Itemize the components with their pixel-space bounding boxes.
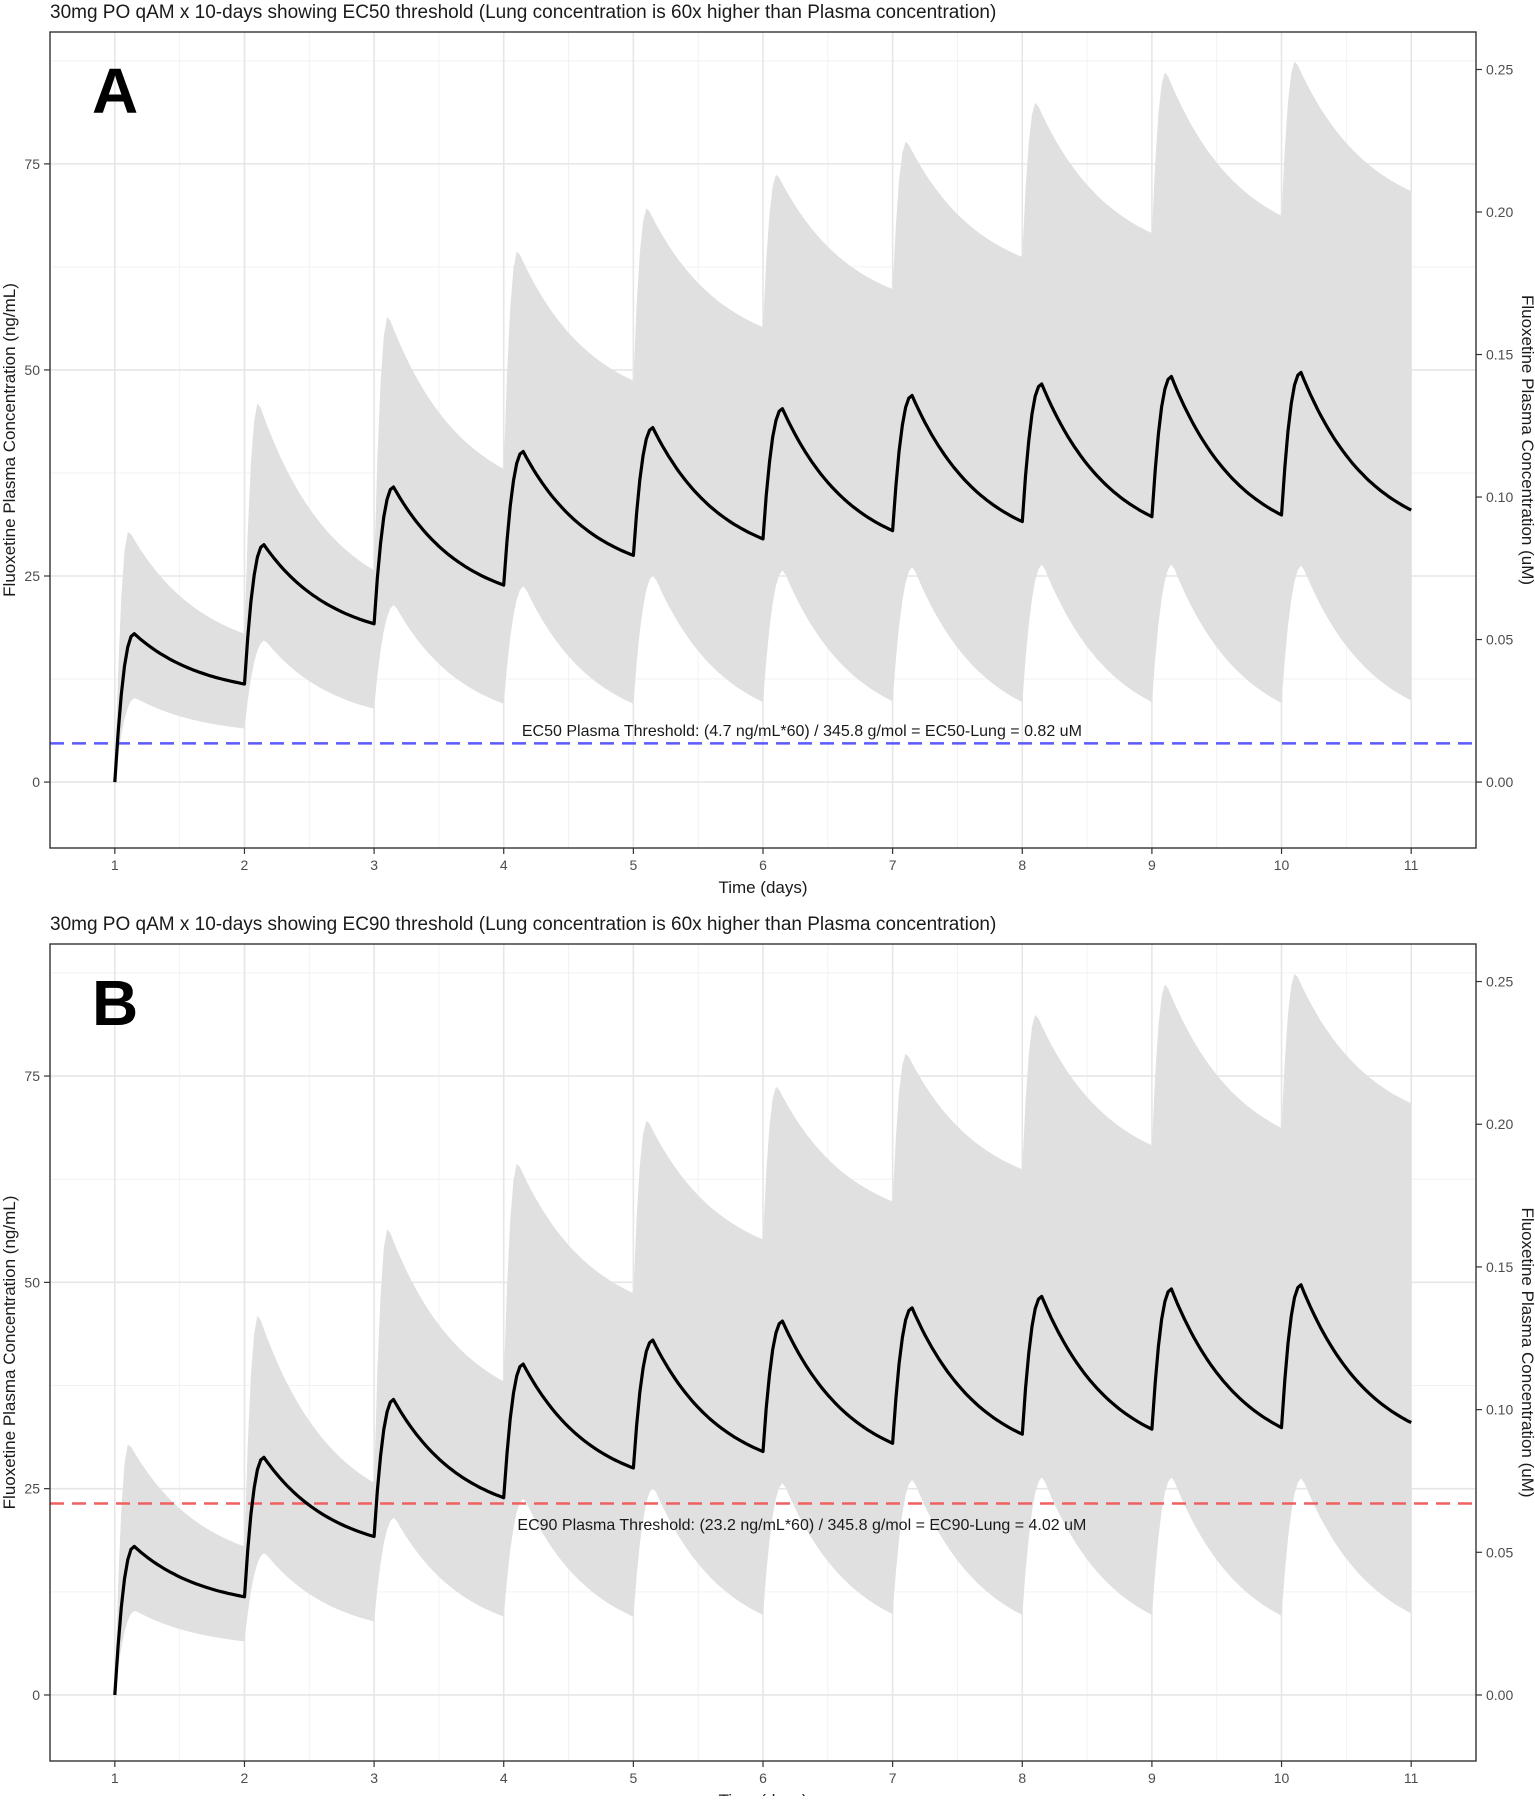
confidence-ribbon <box>114 973 1412 1695</box>
y-tick-label: 0 <box>32 774 40 790</box>
median-line <box>113 1283 1412 1696</box>
x-tick-label: 6 <box>759 857 767 873</box>
x-tick-label: 9 <box>1148 857 1156 873</box>
threshold-label: EC50 Plasma Threshold: (4.7 ng/mL*60) / … <box>522 723 1082 740</box>
x-tick-label: 1 <box>111 1770 119 1786</box>
y2-tick-label: 0.25 <box>1486 62 1513 78</box>
panel-letter: A <box>92 55 138 127</box>
x-tick-label: 4 <box>500 857 508 873</box>
x-axis-title: Time (days) <box>718 878 807 897</box>
chart-title: 30mg PO qAM x 10-days showing EC90 thres… <box>50 914 996 935</box>
y-tick-label: 25 <box>24 568 40 584</box>
y-tick-label: 25 <box>24 1481 40 1497</box>
x-tick-label: 8 <box>1018 1770 1026 1786</box>
x-tick-label: 2 <box>241 857 249 873</box>
y-axis-title: Fluoxetine Plasma Concentration (ng/mL) <box>0 1196 19 1510</box>
y2-tick-label: 0.10 <box>1486 1402 1513 1418</box>
y2-tick-label: 0.00 <box>1486 1687 1513 1703</box>
x-tick-label: 7 <box>889 857 897 873</box>
x-tick-label: 11 <box>1404 1770 1419 1786</box>
y2-axis-title: Fluoxetine Plasma Concentration (uM) <box>1518 295 1535 585</box>
x-tick-label: 11 <box>1404 857 1419 873</box>
y2-tick-label: 0.05 <box>1486 1544 1513 1560</box>
threshold-label: EC90 Plasma Threshold: (23.2 ng/mL*60) /… <box>517 1517 1086 1534</box>
x-tick-label: 1 <box>111 857 119 873</box>
y2-tick-label: 0.15 <box>1486 347 1513 363</box>
x-tick-label: 7 <box>889 1770 897 1786</box>
x-tick-label: 4 <box>500 1770 508 1786</box>
y-tick-label: 0 <box>32 1687 40 1703</box>
y2-tick-label: 0.05 <box>1486 632 1513 648</box>
y2-tick-label: 0.25 <box>1486 974 1513 990</box>
y-tick-label: 50 <box>24 362 40 378</box>
x-tick-label: 3 <box>370 857 378 873</box>
x-tick-label: 10 <box>1274 857 1290 873</box>
chart-panel-a: 30mg PO qAM x 10-days showing EC50 thres… <box>0 2 1535 897</box>
y-axis-title: Fluoxetine Plasma Concentration (ng/mL) <box>0 283 19 597</box>
y2-tick-label: 0.10 <box>1486 489 1513 505</box>
confidence-ribbon <box>114 61 1412 783</box>
chart-panel-b: 30mg PO qAM x 10-days showing EC90 thres… <box>0 914 1535 1801</box>
chart-title: 30mg PO qAM x 10-days showing EC50 thres… <box>50 2 996 23</box>
median-line <box>113 370 1412 783</box>
y2-axis-title: Fluoxetine Plasma Concentration (uM) <box>1518 1207 1535 1497</box>
x-tick-label: 10 <box>1274 1770 1290 1786</box>
x-tick-label: 3 <box>370 1770 378 1786</box>
y2-tick-label: 0.00 <box>1486 774 1513 790</box>
x-tick-label: 8 <box>1018 857 1026 873</box>
y-tick-label: 75 <box>24 156 40 172</box>
y2-tick-label: 0.15 <box>1486 1259 1513 1275</box>
x-axis-title: Time (days) <box>718 1791 807 1796</box>
y2-tick-label: 0.20 <box>1486 204 1513 220</box>
panel-letter: B <box>92 967 138 1039</box>
y-tick-label: 75 <box>24 1068 40 1084</box>
x-tick-label: 6 <box>759 1770 767 1786</box>
x-tick-label: 9 <box>1148 1770 1156 1786</box>
x-tick-label: 5 <box>629 857 637 873</box>
x-tick-label: 5 <box>629 1770 637 1786</box>
y-tick-label: 50 <box>24 1274 40 1290</box>
y2-tick-label: 0.20 <box>1486 1116 1513 1132</box>
x-tick-label: 2 <box>241 1770 249 1786</box>
